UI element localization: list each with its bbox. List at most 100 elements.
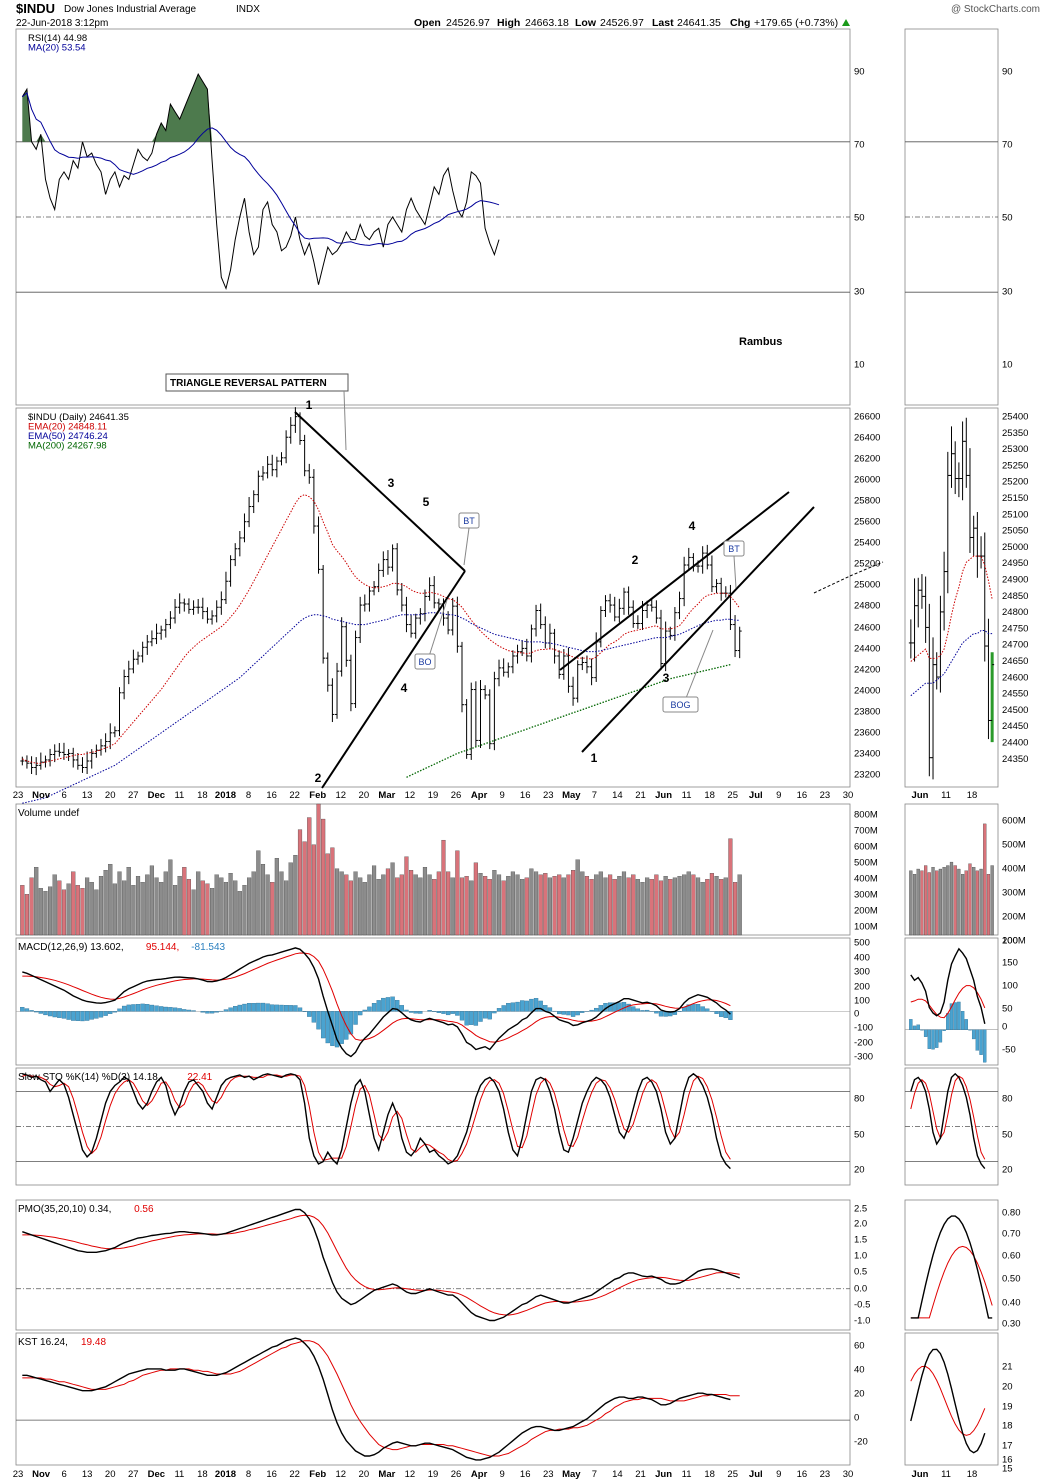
x-tick-top: 26 <box>451 790 462 801</box>
volume-bar <box>501 880 506 936</box>
macd-hist-bar <box>631 1006 636 1012</box>
volume-bar <box>608 874 613 936</box>
volume-bar <box>483 876 488 936</box>
macd-hist-bar <box>288 1005 293 1012</box>
y-tick-price-10: 24600 <box>854 623 880 634</box>
x-tick-bottom: 7 <box>592 1469 597 1480</box>
macd-hist-bar <box>24 1008 30 1012</box>
volume-bar <box>284 880 289 936</box>
macd-hist-bar <box>177 1008 182 1012</box>
side-volume-bar <box>964 870 968 936</box>
volume-bar <box>98 876 104 936</box>
legend-rsi-0: RSI(14) 44.98 <box>28 33 87 44</box>
callout-text: BOG <box>670 700 690 710</box>
macd-hist-bar <box>450 1011 455 1014</box>
macd-hist-bar <box>561 1011 566 1015</box>
macd-hist-bar <box>714 1011 719 1014</box>
macd-hist-bar <box>538 1000 543 1012</box>
side-sto-d-line <box>910 1075 986 1160</box>
volume-bar <box>649 879 654 936</box>
macd-hist-bar <box>395 1000 400 1012</box>
volume-bar <box>487 879 492 936</box>
volume-bar <box>538 874 543 936</box>
volume-bar <box>196 871 201 936</box>
volume-bar <box>85 877 90 936</box>
y-tick-price-9: 24800 <box>854 601 880 612</box>
x-tick-bottom: Nov <box>32 1469 51 1480</box>
macd-hist-bar <box>205 1011 210 1014</box>
volume-bar <box>432 879 437 936</box>
volume-bar <box>543 873 548 936</box>
y-tick-volume-0: 800M <box>854 810 878 821</box>
macd-hist-bar <box>367 1006 372 1012</box>
x-tick-top: 11 <box>174 790 184 801</box>
side-macd-hist-bar <box>923 1029 928 1037</box>
macd-hist-bar <box>533 998 539 1012</box>
wave-label: 4 <box>401 681 408 695</box>
side-volume-bar <box>938 868 943 936</box>
macd-hist-bar <box>501 1005 506 1012</box>
legend-kst-0: KST 16.24, <box>18 1337 68 1348</box>
volume-bar <box>547 877 552 936</box>
volume-bar <box>709 873 714 936</box>
volume-bar <box>473 862 478 936</box>
side-ema50-line <box>910 630 993 697</box>
macd-hist-bar <box>575 1011 580 1016</box>
x-tick-bottom: 18 <box>704 1469 715 1480</box>
x-tick-top: 16 <box>266 790 277 801</box>
x-tick-bottom: 23 <box>543 1469 554 1480</box>
side-y-tick-price-14: 24700 <box>1002 640 1028 651</box>
volume-bar <box>654 874 659 936</box>
macd-hist-bar <box>34 1011 39 1013</box>
macd-hist-bar <box>20 1006 25 1012</box>
side-x-tick-bottom: 11 <box>941 1469 951 1480</box>
x-tick-top: 6 <box>61 790 66 801</box>
volume-bar <box>344 874 349 936</box>
volume-bar <box>436 871 441 936</box>
volume-bar <box>631 874 636 936</box>
author-label: Rambus <box>739 336 782 348</box>
macd-hist-bar <box>283 1005 289 1012</box>
volume-bar <box>506 876 511 936</box>
macd-hist-bar <box>80 1011 85 1022</box>
y-tick-price-14: 23800 <box>854 707 880 718</box>
volume-bar <box>24 894 30 936</box>
rsi-ma-line <box>21 92 500 246</box>
y-tick-sto-1: 50 <box>854 1130 865 1141</box>
macd-hist-bar <box>496 1008 502 1012</box>
macd-hist-bar <box>459 1011 465 1021</box>
side-y-tick-price-5: 25150 <box>1002 493 1028 504</box>
macd-hist-bar <box>149 1004 155 1012</box>
legend-price-0: $INDU (Daily) 24641.35 <box>28 412 129 423</box>
side-volume-bar <box>924 865 928 936</box>
macd-hist-bar <box>135 1004 141 1012</box>
volume-bar <box>214 874 219 936</box>
side-y-tick-rsi-3: 30 <box>1002 287 1013 298</box>
side-x-tick-top: 11 <box>941 790 951 801</box>
x-tick-top: 18 <box>197 790 208 801</box>
macd-hist-bar <box>52 1011 57 1018</box>
y-tick-macd-5: 0 <box>854 1009 859 1020</box>
side-y-tick-macd-4: 0 <box>1002 1022 1007 1033</box>
x-tick-bottom: 16 <box>266 1469 277 1480</box>
side-macd-hist-bar <box>957 1001 961 1030</box>
macd-hist-bar <box>686 1004 691 1012</box>
x-tick-top: Apr <box>471 790 488 801</box>
high-value: 24663.18 <box>525 17 569 29</box>
macd-hist-bar <box>353 1011 358 1025</box>
callout-box <box>414 653 436 670</box>
side-y-tick-price-21: 24350 <box>1002 754 1028 765</box>
macd-hist-bar <box>441 1011 446 1014</box>
last-value: 24641.35 <box>677 17 721 29</box>
wedge-upper-trendline <box>559 491 790 671</box>
volume-bar <box>61 889 67 936</box>
x-tick-top: 8 <box>246 790 251 801</box>
volume-bar <box>182 867 187 936</box>
side-macd-hist-bar <box>920 1029 924 1031</box>
macd-hist-bar <box>61 1011 67 1019</box>
side-volume-bar <box>927 872 931 936</box>
macd-hist-bar <box>270 1004 275 1012</box>
legend-pmo-1: 0.56 <box>134 1204 154 1215</box>
panel-frame-pmo <box>15 1199 851 1331</box>
volume-bar <box>663 876 668 936</box>
